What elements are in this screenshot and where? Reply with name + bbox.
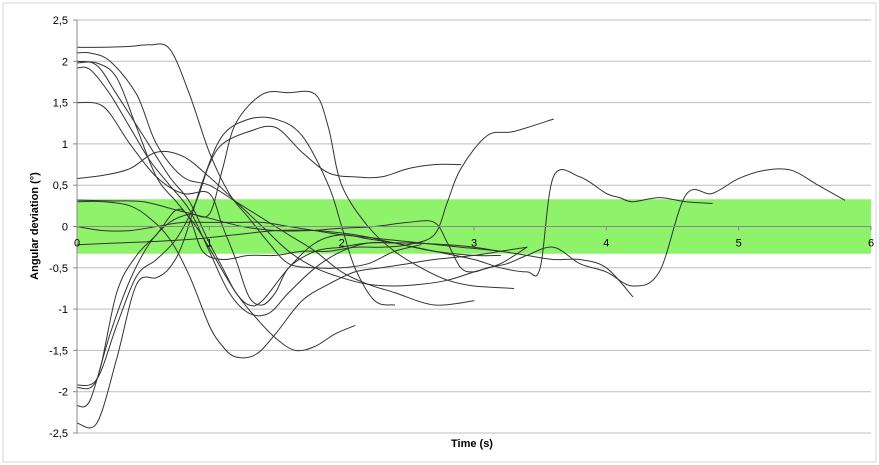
series-line-3	[76, 61, 356, 352]
y-tick-label-0: -2,5	[49, 428, 68, 440]
y-tick-label-3: -1	[58, 304, 68, 316]
series-line-1	[76, 43, 422, 269]
y-tick-label-8: 1,5	[53, 98, 68, 110]
x-tick-label-4: 4	[603, 238, 609, 250]
x-tick-label-6: 6	[868, 238, 874, 250]
tick-labels: -2,5 -2 -1,5 -1 -0,5 0 0,5 1 1,5 2 2,5 0 1 2 3 4 5 6	[49, 15, 874, 440]
y-tick-label-5: 0	[62, 222, 68, 234]
series-line-11	[76, 90, 515, 408]
series-line-8	[76, 150, 528, 287]
x-axis-title: Time (s)	[451, 438, 493, 450]
axes	[73, 19, 872, 434]
y-tick-label-1: -2	[58, 387, 68, 399]
x-tick-label-2: 2	[339, 238, 345, 250]
series-line-12	[76, 118, 554, 390]
y-tick-label-7: 1	[62, 139, 68, 151]
series-line-7	[76, 200, 528, 359]
series-line-9	[76, 116, 396, 429]
y-tick-label-6: 0,5	[53, 180, 68, 192]
x-tick-label-0: 0	[74, 238, 80, 250]
gridlines	[77, 19, 871, 434]
series-line-2	[76, 51, 475, 306]
y-tick-label-2: -1,5	[49, 345, 68, 357]
x-tick-label-1: 1	[206, 238, 212, 250]
y-tick-label-4: -0,5	[49, 263, 68, 275]
series-line-6	[76, 101, 501, 306]
x-tick-label-5: 5	[736, 238, 742, 250]
series-line-10	[76, 125, 462, 387]
series-line-15	[76, 169, 713, 277]
y-tick-label-10: 2,5	[53, 15, 68, 27]
y-axis-title: Angular deviation (°)	[29, 172, 41, 280]
x-tick-label-3: 3	[471, 238, 477, 250]
y-tick-label-9: 2	[62, 56, 68, 68]
